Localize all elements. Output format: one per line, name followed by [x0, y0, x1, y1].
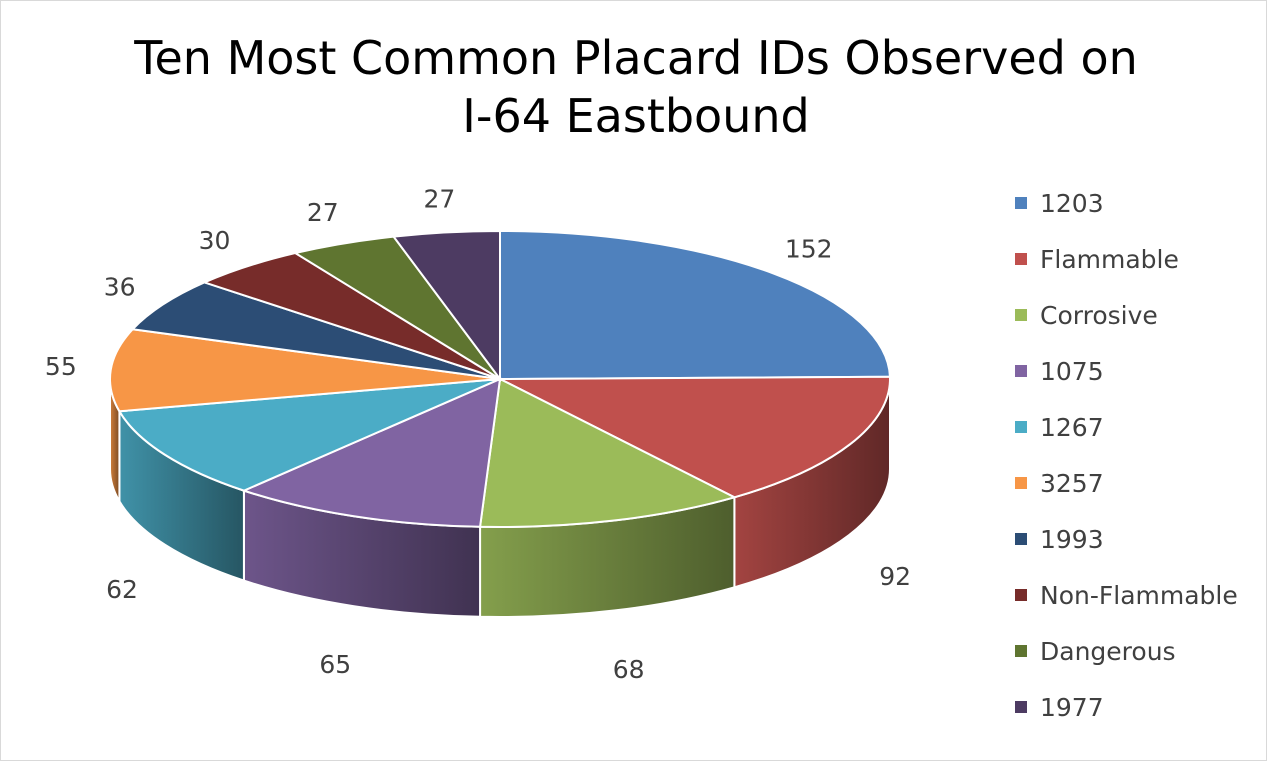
legend-label: 1203	[1040, 188, 1104, 218]
data-labels: 152 92 68 65 62 55 36 30 27 27	[45, 185, 911, 684]
legend-item[interactable]: Non-Flammable	[1015, 567, 1238, 623]
legend-item[interactable]: 1075	[1015, 343, 1238, 399]
legend-swatch	[1015, 533, 1027, 545]
legend-label: Dangerous	[1040, 636, 1176, 666]
legend-swatch	[1015, 477, 1027, 489]
pie-sides	[109, 378, 891, 618]
pie-slice-1993[interactable]	[130, 281, 501, 380]
legend-item[interactable]: 1993	[1015, 511, 1238, 567]
legend-swatch	[1015, 701, 1027, 713]
pie-slice-1267[interactable]	[117, 378, 501, 492]
chart-title-line-2: I-64 Eastbound	[462, 89, 810, 143]
pie-slice-3257[interactable]	[109, 328, 501, 413]
legend-swatch	[1015, 365, 1027, 377]
legend: 1203 Flammable Corrosive 1075 1267 3257 1993 No…	[1015, 175, 1238, 735]
legend-item[interactable]: 3257	[1015, 455, 1238, 511]
legend-label: 1075	[1040, 356, 1104, 386]
legend-item[interactable]: 1203	[1015, 175, 1238, 231]
legend-item[interactable]: 1977	[1015, 679, 1238, 735]
legend-swatch	[1015, 197, 1027, 209]
data-label-1977: 27	[424, 185, 456, 214]
legend-label: 1993	[1040, 524, 1104, 554]
pie-slice-1977[interactable]	[391, 229, 501, 383]
legend-swatch	[1015, 589, 1027, 601]
data-label-corrosive: 68	[613, 655, 645, 684]
data-label-1075: 65	[319, 650, 351, 679]
legend-swatch	[1015, 253, 1027, 265]
data-label-3257: 55	[45, 352, 77, 381]
legend-label: Corrosive	[1040, 300, 1158, 330]
chart-title: Ten Most Common Placard IDs Observed on …	[61, 29, 1211, 145]
data-label-1993: 36	[104, 272, 136, 301]
data-label-dangerous: 27	[307, 198, 339, 227]
pie-slice-1203[interactable]	[499, 229, 891, 381]
legend-swatch	[1015, 309, 1027, 321]
legend-item[interactable]: Dangerous	[1015, 623, 1238, 679]
legend-item[interactable]: 1267	[1015, 399, 1238, 455]
data-label-1203: 152	[785, 235, 833, 264]
legend-item[interactable]: Flammable	[1015, 231, 1238, 287]
legend-label: 1977	[1040, 692, 1104, 722]
legend-swatch	[1015, 645, 1027, 657]
data-label-flammable: 92	[879, 562, 911, 591]
legend-item[interactable]: Corrosive	[1015, 287, 1238, 343]
legend-label: 1267	[1040, 412, 1104, 442]
data-label-non-flammable: 30	[199, 226, 231, 255]
pie-slice-flammable[interactable]	[499, 375, 891, 499]
pie-slice-1075[interactable]	[241, 377, 502, 528]
data-label-1267: 62	[106, 575, 138, 604]
legend-label: Flammable	[1040, 244, 1179, 274]
legend-label: 3257	[1040, 468, 1104, 498]
pie-chart: 152 92 68 65 62 55 36 30 27 27	[45, 185, 911, 684]
legend-label: Non-Flammable	[1040, 580, 1238, 610]
pie-slice-corrosive[interactable]	[478, 377, 738, 528]
legend-swatch	[1015, 421, 1027, 433]
pie-slices	[109, 229, 891, 528]
chart-title-line-1: Ten Most Common Placard IDs Observed on	[134, 31, 1138, 85]
